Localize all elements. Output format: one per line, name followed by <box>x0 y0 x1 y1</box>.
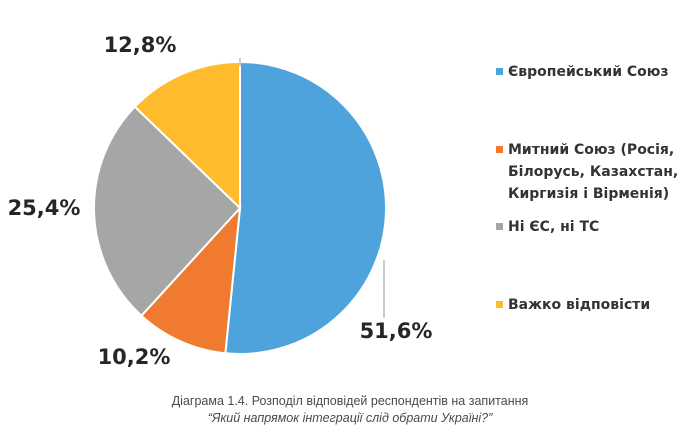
data-label-neither: 25,4% <box>8 196 81 220</box>
legend-item-customs-union: Митний Союз (Росія, Білорусь, Казахстан,… <box>496 139 678 205</box>
legend-label-customs-union: Митний Союз (Росія, Білорусь, Казахстан,… <box>508 142 679 202</box>
pie-slice-hard-to-say <box>133 60 241 211</box>
legend-item-neither: Ні ЄС, ні ТС <box>496 216 599 238</box>
pie-slice-neither <box>93 105 242 318</box>
legend-item-eu: Європейський Союз <box>496 61 669 83</box>
legend-swatch-customs-union <box>496 146 503 153</box>
legend-item-hard-to-say: Важко відповісти <box>496 294 650 316</box>
caption-line-2: “Який напрямок інтеграції слід обрати Ук… <box>207 411 493 425</box>
legend-swatch-eu <box>496 68 503 75</box>
data-label-eu: 51,6% <box>360 319 433 343</box>
legend-label-neither: Ні ЄС, ні ТС <box>508 219 600 235</box>
data-label-hard-to-say: 12,8% <box>104 33 177 57</box>
figure-caption: Діаграма 1.4. Розподіл відповідей респон… <box>0 393 700 427</box>
pie-slice-customs-union <box>139 205 242 355</box>
legend-label-eu: Європейський Союз <box>508 64 669 80</box>
legend-swatch-neither <box>496 223 503 230</box>
data-label-customs-union: 10,2% <box>98 345 171 369</box>
legend-label-hard-to-say: Важко відповісти <box>508 297 651 313</box>
pie-slice-eu <box>224 60 387 355</box>
caption-line-1: Діаграма 1.4. Розподіл відповідей респон… <box>171 394 529 408</box>
legend-swatch-hard-to-say <box>496 301 503 308</box>
